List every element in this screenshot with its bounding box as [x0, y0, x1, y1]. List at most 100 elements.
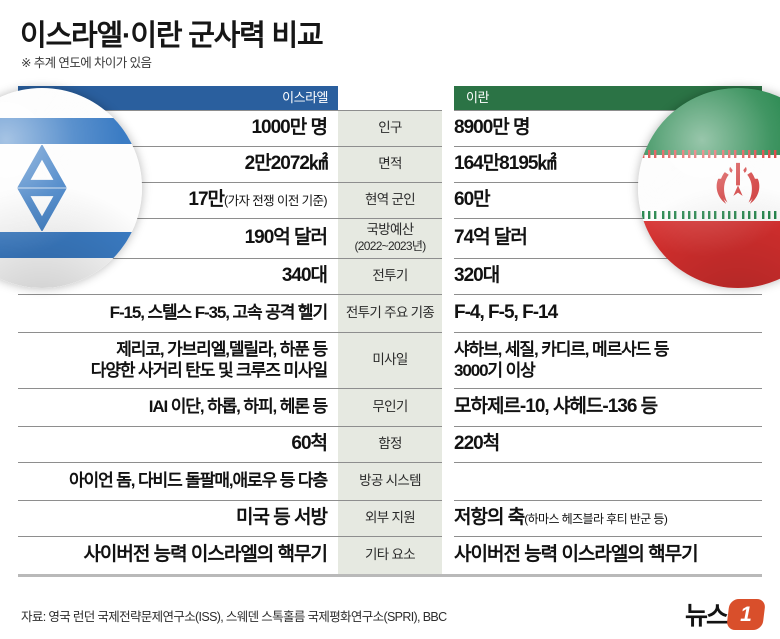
table-row: 사이버전 능력 이스라엘의 핵무기 기타 요소 사이버전 능력 이스라엘의 핵무기 — [0, 536, 780, 574]
cell-category: 국방예산 (2022~2023년) — [338, 218, 442, 258]
iran-value: 164만8195㎢ — [454, 153, 556, 175]
table-row: 60척 함정 220척 — [0, 426, 780, 462]
row-rule-middle — [338, 388, 442, 389]
cell-category: 면적 — [338, 146, 442, 182]
israel-value: F-15, 스텔스 F-35, 고속 공격 헬기 — [109, 303, 328, 323]
row-rule-iran — [454, 258, 762, 259]
cell-iran — [442, 462, 780, 500]
row-rule-israel — [18, 500, 338, 501]
cell-iran: 320대 — [442, 258, 780, 294]
cell-category: 현역 군인 — [338, 182, 442, 218]
cell-category: 미사일 — [338, 332, 442, 388]
category-label: 현역 군인 — [365, 192, 416, 208]
cell-category: 함정 — [338, 426, 442, 462]
israel-value: 190억 달러 — [244, 227, 328, 249]
israel-value: IAI 이단, 하롭, 하피, 헤론 등 — [148, 397, 328, 417]
row-rule-middle — [338, 462, 442, 463]
row-rule-iran — [454, 110, 762, 111]
row-rule-iran — [454, 462, 762, 463]
cell-israel: IAI 이단, 하롭, 하피, 헤론 등 — [0, 388, 338, 426]
row-rule-israel — [18, 218, 338, 219]
category-label: 전투기 주요 기종 — [345, 305, 435, 321]
table-row: 340대 전투기 320대 — [0, 258, 780, 294]
category-label: 인구 — [378, 120, 402, 136]
page-title: 이스라엘·이란 군사력 비교 — [20, 20, 324, 52]
category-label: 면적 — [378, 156, 402, 172]
row-rule-middle — [338, 146, 442, 147]
category-label: 국방예산 (2022~2023년) — [354, 222, 426, 253]
header: 이스라엘·이란 군사력 비교 ※ 추계 연도에 차이가 있음 — [0, 0, 780, 86]
row-rule-israel — [18, 462, 338, 463]
category-label: 방공 시스템 — [359, 473, 421, 489]
row-rule-iran — [454, 294, 762, 295]
table-row: F-15, 스텔스 F-35, 고속 공격 헬기 전투기 주요 기종 F-4, F-… — [0, 294, 780, 332]
table-row: 제리코, 가브리엘,델릴라, 하푼 등 다양한 사거리 탄도 및 크루즈 미사일 미… — [0, 332, 780, 388]
table-row: 1000만 명 인구 8900만 명 — [0, 110, 780, 146]
cell-category: 인구 — [338, 110, 442, 146]
israel-value: 사이버전 능력 이스라엘의 핵무기 — [83, 544, 328, 566]
logo-number: 1 — [740, 602, 752, 625]
cell-israel: 사이버전 능력 이스라엘의 핵무기 — [0, 536, 338, 574]
table-row: 아이언 돔, 다비드 돌팔매,애로우 등 다층 방공 시스템 — [0, 462, 780, 500]
cell-israel: 미국 등 서방 — [0, 500, 338, 536]
cell-israel: 2만2072㎢ — [0, 146, 338, 182]
cell-category: 전투기 주요 기종 — [338, 294, 442, 332]
cell-iran: 164만8195㎢ — [442, 146, 780, 182]
row-rule-middle — [338, 258, 442, 259]
iran-value: 저항의 축(하마스 헤즈블라 후티 반군 등) — [454, 507, 668, 529]
category-label: 기타 요소 — [365, 547, 416, 563]
table-row: 17만(가자 전쟁 이전 기준) 현역 군인 60만 — [0, 182, 780, 218]
logo-badge: 1 — [726, 598, 766, 630]
iran-value: 220척 — [454, 433, 500, 455]
category-label: 미사일 — [372, 352, 408, 368]
row-rule-israel — [18, 426, 338, 427]
category-label: 함정 — [378, 436, 402, 452]
cell-iran: 모하제르-10, 샤헤드-136 등 — [442, 388, 780, 426]
row-rule-israel — [18, 258, 338, 259]
row-rule-israel — [18, 332, 338, 333]
row-rule-israel — [18, 110, 338, 111]
cell-category: 기타 요소 — [338, 536, 442, 574]
category-label: 전투기 — [372, 268, 408, 284]
cell-iran: 사이버전 능력 이스라엘의 핵무기 — [442, 536, 780, 574]
iran-value: 8900만 명 — [454, 117, 531, 139]
cell-iran: 74억 달러 — [442, 218, 780, 258]
news1-logo: 뉴스 1 — [684, 597, 766, 631]
iran-value: 샤하브, 세질, 카디르, 메르사드 등 3000기 이상 — [454, 339, 669, 380]
cell-category: 방공 시스템 — [338, 462, 442, 500]
row-rule-iran — [454, 182, 762, 183]
row-rule-israel — [18, 146, 338, 147]
israel-value: 1000만 명 — [251, 117, 328, 139]
star-of-david-icon — [17, 145, 67, 231]
row-rule-middle — [338, 218, 442, 219]
row-rule-iran — [454, 146, 762, 147]
iran-value: 320대 — [454, 265, 500, 287]
iran-value: 60만 — [454, 189, 491, 211]
israel-value: 아이언 돔, 다비드 돌팔매,애로우 등 다층 — [68, 471, 328, 491]
cell-category: 무인기 — [338, 388, 442, 426]
cell-iran: 샤하브, 세질, 카디르, 메르사드 등 3000기 이상 — [442, 332, 780, 388]
israel-value: 2만2072㎢ — [244, 153, 328, 175]
row-rule-iran — [454, 426, 762, 427]
category-label: 외부 지원 — [365, 510, 416, 526]
israel-value: 17만(가자 전쟁 이전 기준) — [188, 189, 327, 211]
comparison-table: 이스라엘 이란 1000만 명 인구 8900만 명 2만2072㎢ 면적 164만819… — [0, 86, 780, 577]
footer: 자료: 영국 런던 국제전략문제연구소(ISS), 스웨덴 스톡홀름 국제평화연… — [0, 591, 780, 639]
table-row: 미국 등 서방 외부 지원 저항의 축(하마스 헤즈블라 후티 반군 등) — [0, 500, 780, 536]
table-row: 2만2072㎢ 면적 164만8195㎢ — [0, 146, 780, 182]
iran-flag — [638, 88, 780, 288]
cell-category: 외부 지원 — [338, 500, 442, 536]
row-rule-middle — [338, 294, 442, 295]
row-rule-middle — [338, 500, 442, 501]
logo-text: 뉴스 — [684, 602, 729, 630]
iran-value: 74억 달러 — [454, 227, 528, 249]
table-bottom-rule — [18, 574, 762, 577]
row-rule-iran — [454, 218, 762, 219]
category-label: 무인기 — [372, 399, 408, 415]
cell-iran: F-4, F-5, F-14 — [442, 294, 780, 332]
row-rule-iran — [454, 332, 762, 333]
israel-value: 340대 — [281, 265, 328, 287]
cell-israel: 190억 달러 — [0, 218, 338, 258]
cell-israel: 17만(가자 전쟁 이전 기준) — [0, 182, 338, 218]
